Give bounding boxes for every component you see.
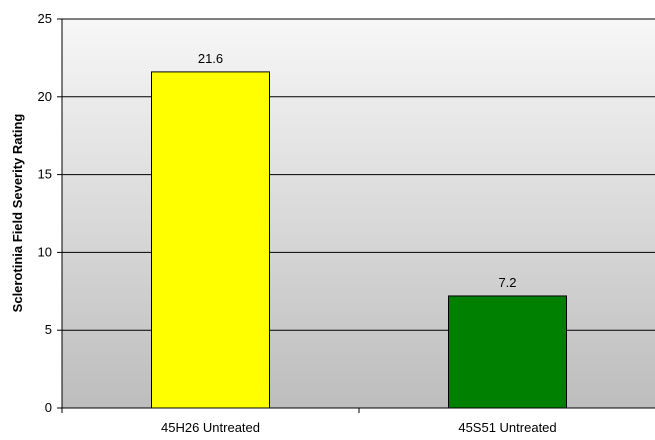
y-tick-label: 15: [38, 167, 52, 182]
labels: 0 5 10 15 20 25 21.6 45H26 Untreated 7.2 45S51 Un…: [38, 11, 557, 435]
bar-2: [448, 295, 567, 409]
axes: [57, 18, 655, 413]
bars: [151, 71, 567, 409]
data-label: 7.2: [498, 275, 516, 290]
y-axis-title: Sclerotinia Field Severity Rating: [10, 114, 25, 313]
y-tick-label: 25: [38, 11, 52, 26]
y-tick-label: 0: [45, 400, 52, 415]
x-tick-label: 45H26 Untreated: [161, 420, 260, 435]
x-tick-label: 45S51 Untreated: [458, 420, 556, 435]
y-tick-label: 10: [38, 244, 52, 259]
data-label: 21.6: [198, 51, 223, 66]
y-tick-label: 20: [38, 89, 52, 104]
bar-1: [151, 71, 270, 409]
y-tick-label: 5: [45, 322, 52, 337]
